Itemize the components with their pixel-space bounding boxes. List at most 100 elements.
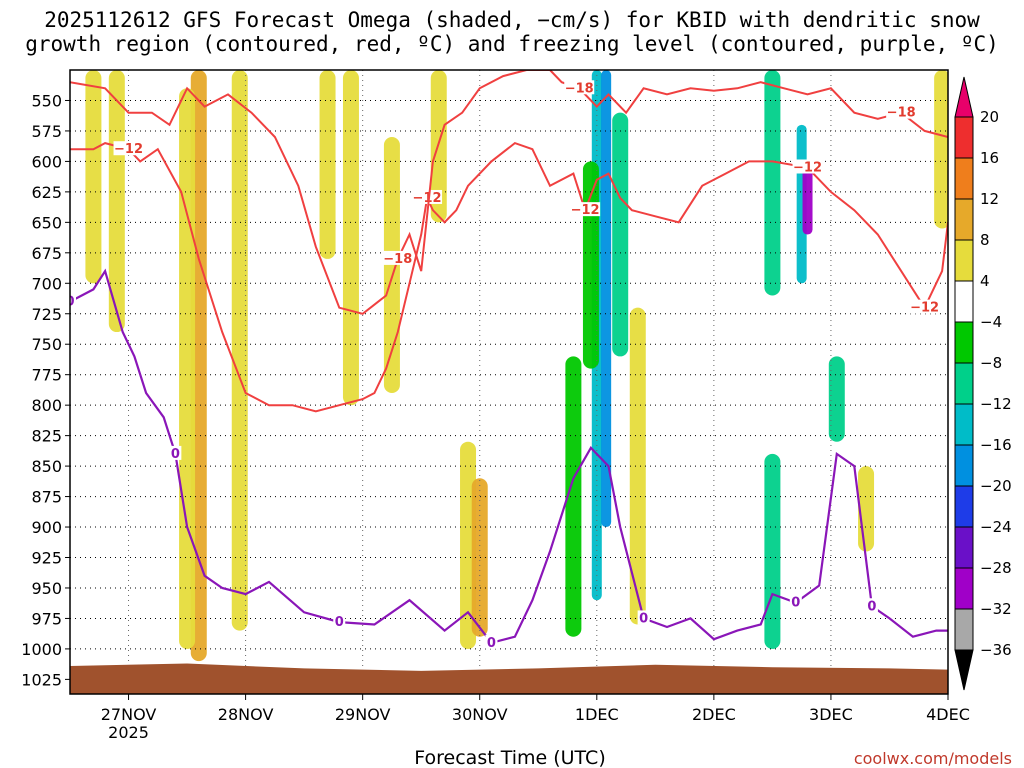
freezing-label-bg-6: [865, 598, 878, 613]
dendritic-label-0-4: −12: [910, 301, 939, 316]
terrain-fill: [70, 663, 948, 694]
colorbar-segment-7: [954, 403, 974, 446]
x-tick-label-3: 30NOV: [452, 705, 508, 724]
omega-shading-layer: [85, 70, 948, 662]
plot-frame: [69, 69, 949, 695]
omega-feature-20: [828, 356, 845, 442]
colorbar-label-4: 4: [980, 272, 990, 290]
colorbar-label-1: 16: [980, 149, 999, 167]
freezing-label-bg-5: [789, 594, 802, 609]
dendritic-label-0-0: −12: [114, 142, 143, 157]
dendritic-contour-0: [70, 141, 948, 413]
colorbar-segment-11: [954, 567, 974, 610]
colorbar-label-7: −12: [980, 395, 1012, 413]
colorbar-label-3: 8: [980, 231, 990, 249]
freezing-label-1: 0: [171, 447, 180, 462]
x-tick-label-2: 29NOV: [335, 705, 391, 724]
colorbar-bottom-arrow: [954, 649, 974, 691]
colorbar-label-8: −16: [980, 436, 1012, 454]
credit-text: coolwx.com/models: [854, 749, 1012, 768]
y-tick-label-13: 875: [31, 488, 62, 507]
dendritic-label-1-2: −18: [887, 106, 916, 121]
colorbar-label-10: −24: [980, 518, 1012, 536]
contour-layer: −12 −12 −12 −12 −12 −18 −18 −18 0 0 0 0 0 0 0: [65, 70, 948, 651]
dendritic-label-bg-0-2: [570, 202, 601, 217]
y-axis: 550 575 600 625 650 675 700 725 750 775 800 825 850 8…: [21, 91, 70, 689]
omega-feature-16: [629, 307, 646, 625]
dendritic-label-bg-1-2: [886, 104, 917, 119]
freezing-label-bg-3: [485, 634, 498, 649]
colorbar-segment-0: [954, 116, 974, 159]
y-tick-label-0: 550: [31, 91, 62, 110]
omega-feature-7: [383, 137, 400, 393]
terrain-layer: [70, 663, 948, 694]
colorbar-top-arrow: [954, 76, 974, 118]
colorbar-label-5: −4: [980, 313, 1002, 331]
dendritic-label-0-2: −12: [571, 203, 600, 218]
y-tick-label-15: 925: [31, 549, 62, 568]
omega-feature-10: [471, 478, 488, 637]
colorbar-segment-3: [954, 239, 974, 282]
colorbar-segment-10: [954, 526, 974, 569]
omega-feature-23: [934, 70, 948, 229]
dendritic-label-0-3: −12: [793, 161, 822, 176]
y-tick-label-9: 775: [31, 366, 62, 385]
freezing-label-bg-4: [637, 610, 650, 625]
y-tick-label-1: 575: [31, 122, 62, 141]
omega-feature-3: [231, 70, 248, 631]
y-tick-label-14: 900: [31, 518, 62, 537]
colorbar: 20 16 12 8 4 −4 −8 −12 −16 −20 −24 −28 −32 −36: [954, 76, 1012, 691]
omega-feature-21: [764, 453, 781, 649]
dendritic-label-1-0: −18: [383, 252, 412, 267]
colorbar-label-12: −32: [980, 600, 1012, 618]
omega-feature-0: [85, 70, 102, 284]
omega-feature-1: [108, 70, 125, 333]
x-tick-label-6: 3DEC: [809, 705, 853, 724]
x-tick-label-7: 4DEC: [926, 705, 970, 724]
grid-layer: [70, 70, 948, 694]
freezing-label-4: 0: [639, 611, 648, 626]
x-axis: 27NOV 28NOV 29NOV 30NOV 1DEC 2DEC 3DEC 4DEC 2025: [101, 694, 970, 742]
x-tick-label-4: 1DEC: [575, 705, 619, 724]
y-tick-label-2: 600: [31, 152, 62, 171]
dendritic-label-0-1: −12: [413, 191, 442, 206]
freezing-label-0: 0: [65, 295, 74, 310]
y-tick-label-16: 950: [31, 579, 62, 598]
y-tick-label-3: 625: [31, 183, 62, 202]
omega-feature-12: [601, 70, 612, 528]
freezing-label-5: 0: [791, 596, 800, 611]
colorbar-label-13: −36: [980, 641, 1012, 659]
dendritic-label-bg-1-0: [382, 250, 413, 265]
omega-feature-5: [319, 70, 336, 259]
title-line-2: growth region (contoured, red, ºC) and f…: [25, 32, 999, 56]
colorbar-label-2: 12: [980, 190, 999, 208]
dendritic-contour-1: [70, 70, 948, 315]
colorbar-label-6: −8: [980, 354, 1002, 372]
colorbar-segment-4: [954, 280, 974, 323]
x-tick-label-1: 28NOV: [218, 705, 274, 724]
colorbar-segment-2: [954, 198, 974, 241]
freezing-label-3: 0: [487, 636, 496, 651]
omega-feature-15: [565, 356, 582, 637]
colorbar-label-0: 20: [980, 108, 999, 126]
y-tick-label-7: 725: [31, 305, 62, 324]
omega-feature-17: [764, 70, 781, 296]
x-year-label: 2025: [108, 723, 149, 742]
y-tick-label-17: 975: [31, 609, 62, 628]
colorbar-label-11: −28: [980, 559, 1012, 577]
title-line-1: 2025112612 GFS Forecast Omega (shaded, −…: [44, 8, 980, 32]
colorbar-segment-6: [954, 362, 974, 405]
y-tick-label-11: 825: [31, 427, 62, 446]
colorbar-label-9: −20: [980, 477, 1012, 495]
freezing-label-6: 0: [867, 599, 876, 614]
colorbar-segment-1: [954, 157, 974, 200]
colorbar-segment-9: [954, 485, 974, 528]
dendritic-label-bg-0-3: [792, 159, 823, 174]
freezing-label-bg-1: [169, 445, 182, 460]
x-tick-label-5: 2DEC: [692, 705, 736, 724]
colorbar-segment-5: [954, 321, 974, 364]
y-tick-label-18: 1000: [21, 640, 62, 659]
omega-feature-4: [179, 88, 196, 649]
omega-feature-13: [612, 112, 629, 357]
